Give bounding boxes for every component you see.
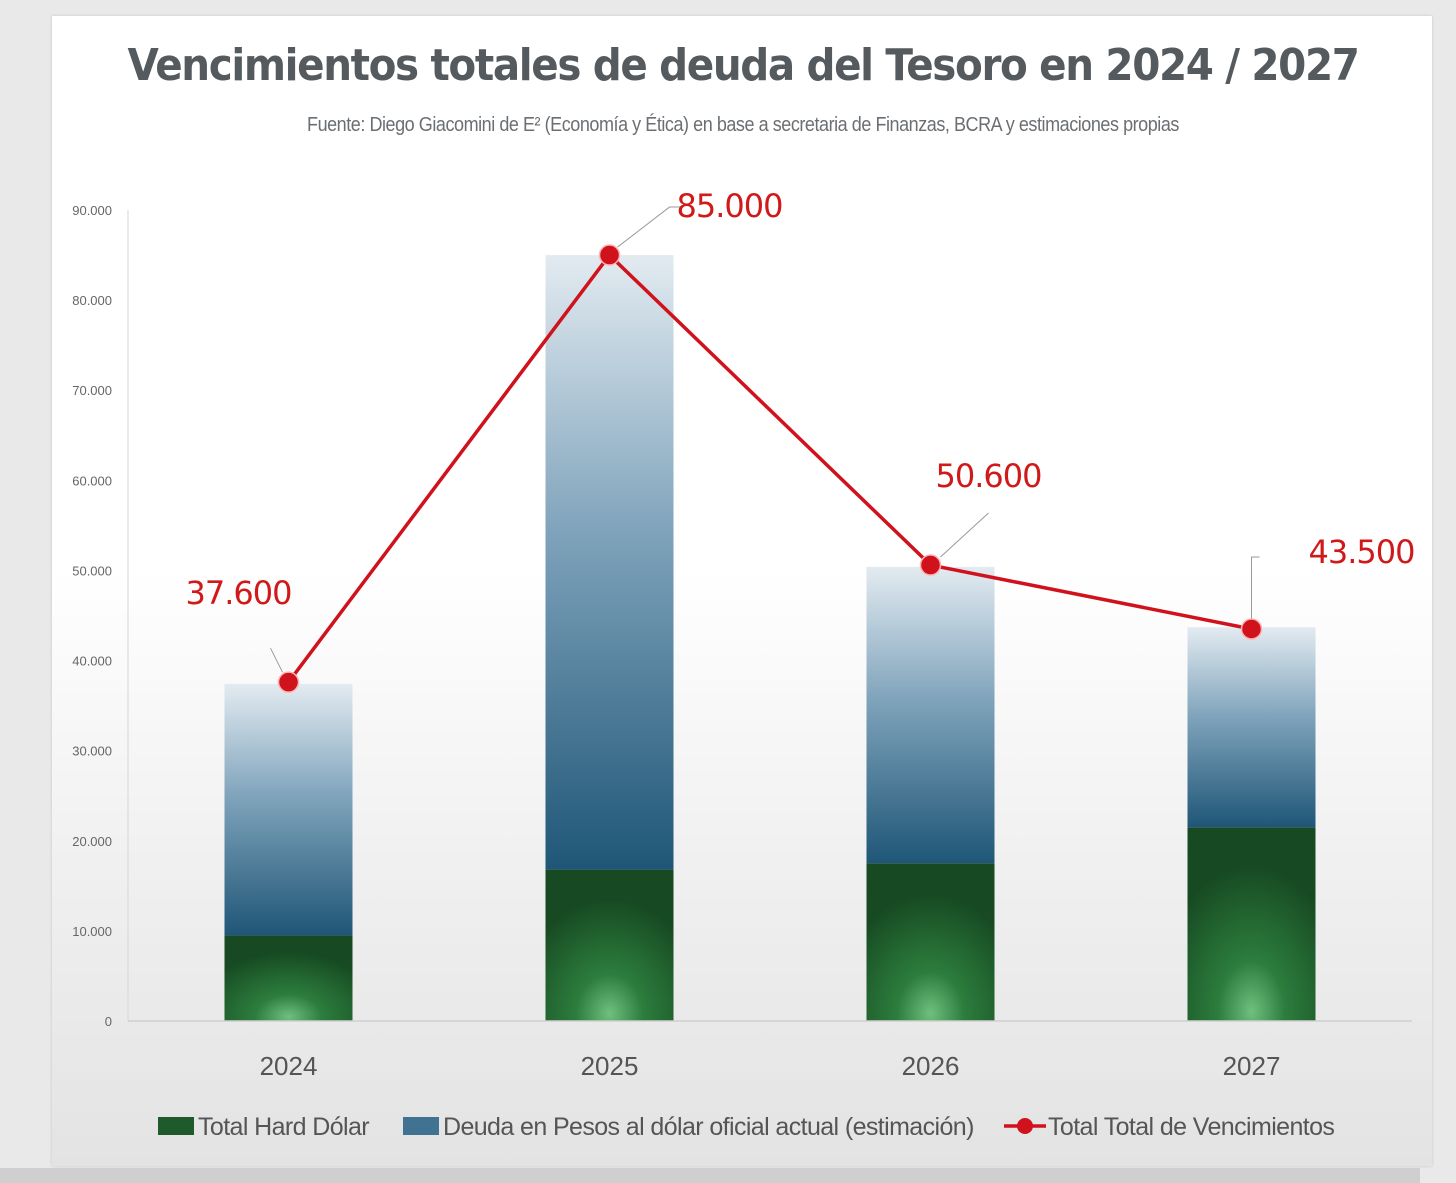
bars xyxy=(224,255,1316,1021)
data-label: 37.600 xyxy=(186,574,292,612)
y-tick-label: 50.000 xyxy=(72,563,112,578)
total-point xyxy=(919,554,942,576)
data-label: 85.000 xyxy=(677,187,783,225)
bar-hard-dolar xyxy=(224,935,353,1021)
total-point xyxy=(277,671,300,693)
total-line-layer: 37.600 85.000 50.600 43.500 xyxy=(186,187,1415,693)
total-line xyxy=(287,253,1252,684)
y-tick-label: 30.000 xyxy=(72,744,112,759)
y-tick-label: 70.000 xyxy=(72,383,112,398)
legend-swatch-pesos xyxy=(403,1117,439,1135)
total-point xyxy=(598,244,621,266)
y-tick-label: 10.000 xyxy=(72,924,112,939)
legend-marker-total xyxy=(1017,1118,1033,1134)
data-label-leader xyxy=(617,206,682,248)
chart-title: Vencimientos totales de deuda del Tesoro… xyxy=(127,40,1359,91)
bar-hard-dolar xyxy=(1187,827,1316,1021)
chart-subtitle: Fuente: Diego Giacomini de E² (Economía … xyxy=(307,114,1179,136)
legend-swatch-hard-dolar xyxy=(158,1117,194,1135)
x-tick-label: 2024 xyxy=(260,1051,318,1081)
bar-deuda-pesos xyxy=(866,566,995,864)
y-tick-label: 60.000 xyxy=(72,473,112,488)
bottom-bar xyxy=(0,1168,1420,1183)
x-tick-label: 2027 xyxy=(1223,1051,1281,1081)
y-tick-label: 20.000 xyxy=(72,834,112,849)
data-label-leader xyxy=(1251,556,1260,620)
y-axis: 0 10.000 20.000 30.000 40.000 50.000 60.000 70.… xyxy=(72,203,129,1029)
legend-label-hard-dolar: Total Hard Dólar xyxy=(198,1113,369,1141)
bar-deuda-pesos xyxy=(1187,627,1316,828)
total-point xyxy=(1240,618,1263,640)
y-tick-label: 40.000 xyxy=(72,654,112,669)
bar-hard-dolar xyxy=(866,863,995,1021)
y-tick-label: 80.000 xyxy=(72,293,112,308)
data-label-leader xyxy=(270,647,283,673)
bar-deuda-pesos xyxy=(545,255,674,870)
data-label: 50.600 xyxy=(936,457,1042,495)
x-tick-label: 2025 xyxy=(581,1051,639,1081)
data-label: 43.500 xyxy=(1309,533,1415,571)
data-label-leader xyxy=(940,512,989,558)
x-tick-label: 2026 xyxy=(902,1051,960,1081)
y-tick-label: 90.000 xyxy=(72,203,112,218)
y-tick-label: 0 xyxy=(105,1014,112,1029)
bar-deuda-pesos xyxy=(224,683,353,936)
bar-hard-dolar xyxy=(545,869,674,1021)
x-axis: 2024 2025 2026 2027 xyxy=(128,1020,1412,1081)
legend-label-total: Total Total de Vencimientos xyxy=(1048,1113,1334,1141)
legend: Total Hard Dólar Deuda en Pesos al dólar … xyxy=(158,1113,1335,1141)
legend-label-pesos: Deuda en Pesos al dólar oficial actual (… xyxy=(443,1113,974,1141)
